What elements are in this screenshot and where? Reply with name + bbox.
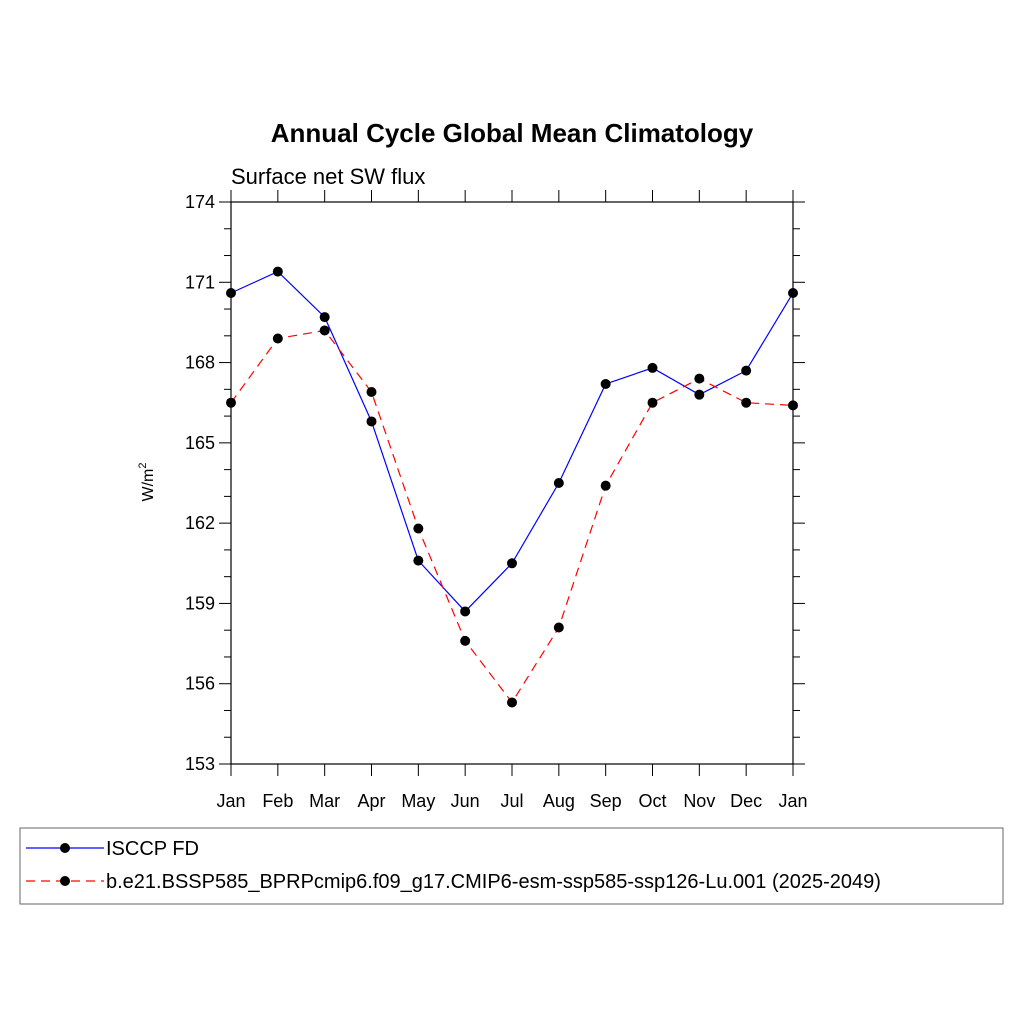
series-1-point (366, 416, 377, 427)
series-2-point (741, 397, 752, 408)
x-tick-label: Jul (500, 791, 523, 811)
y-tick-label: 165 (185, 433, 215, 453)
series-2-point (694, 373, 705, 384)
series-2-point (507, 697, 517, 708)
series-2-point (366, 387, 377, 398)
x-tick-label: Oct (638, 791, 666, 811)
x-tick-label: Sep (590, 791, 622, 811)
legend: ISCCP FD b.e21.BSSP585_BPRPcmip6.f09_g17.… (19, 827, 1004, 905)
series-1-point (413, 555, 424, 566)
series-1-point (694, 389, 705, 400)
series-1-point (553, 478, 564, 488)
x-tick-label: Jan (216, 791, 245, 811)
y-axis-label: W/m2 (137, 463, 157, 502)
legend-marker-2 (60, 876, 70, 886)
x-tick-label: Dec (730, 791, 762, 811)
x-tick-label: Apr (357, 791, 385, 811)
x-tick-label: Nov (683, 791, 715, 811)
series-1-point (319, 312, 330, 323)
y-tick-label: 174 (185, 192, 215, 212)
legend-marker-1 (60, 843, 70, 853)
y-tick-label: 168 (185, 353, 215, 373)
series-2-point (319, 325, 330, 336)
series-1-point (788, 287, 798, 298)
series-2-point (600, 480, 611, 491)
series-2-point (647, 397, 658, 408)
plot-frame (230, 201, 794, 765)
series-2-point (272, 333, 283, 344)
x-tick-label: Feb (262, 791, 293, 811)
y-tick-label: 171 (185, 272, 215, 292)
series-2-point (226, 397, 236, 408)
series-2-point (788, 400, 798, 411)
x-tick-label: Mar (309, 791, 340, 811)
legend-box (19, 827, 1004, 905)
y-tick-label: 162 (185, 513, 215, 533)
series-1-point (741, 365, 752, 376)
series-2-point (460, 635, 471, 646)
legend-entry-2: b.e21.BSSP585_BPRPcmip6.f09_g17.CMIP6-es… (106, 871, 881, 893)
x-tick-label: Jan (778, 791, 807, 811)
chart-subtitle: Surface net SW flux (231, 164, 425, 189)
x-tick-label: Jun (451, 791, 480, 811)
series-1-point (647, 362, 658, 373)
series-1-point (600, 378, 611, 389)
y-tick-label: 153 (185, 754, 215, 774)
series-1-point (272, 266, 283, 277)
x-tick-label: Aug (543, 791, 575, 811)
x-tick-label: May (401, 791, 435, 811)
chart-title: Annual Cycle Global Mean Climatology (271, 118, 754, 148)
series-line-2 (230, 329, 794, 704)
plot-area: 153 156 159 162 165 168 171 174 Jan Feb Mar Apr May J… (185, 190, 808, 811)
series-2-point (413, 523, 424, 534)
y-tick-label: 156 (185, 674, 215, 694)
y-tick-label: 159 (185, 593, 215, 613)
series-2-point (553, 622, 564, 633)
series-1-point (226, 287, 236, 298)
legend-entry-1: ISCCP FD (106, 838, 199, 860)
series-1-point (460, 606, 471, 617)
series-1-point (507, 558, 517, 569)
